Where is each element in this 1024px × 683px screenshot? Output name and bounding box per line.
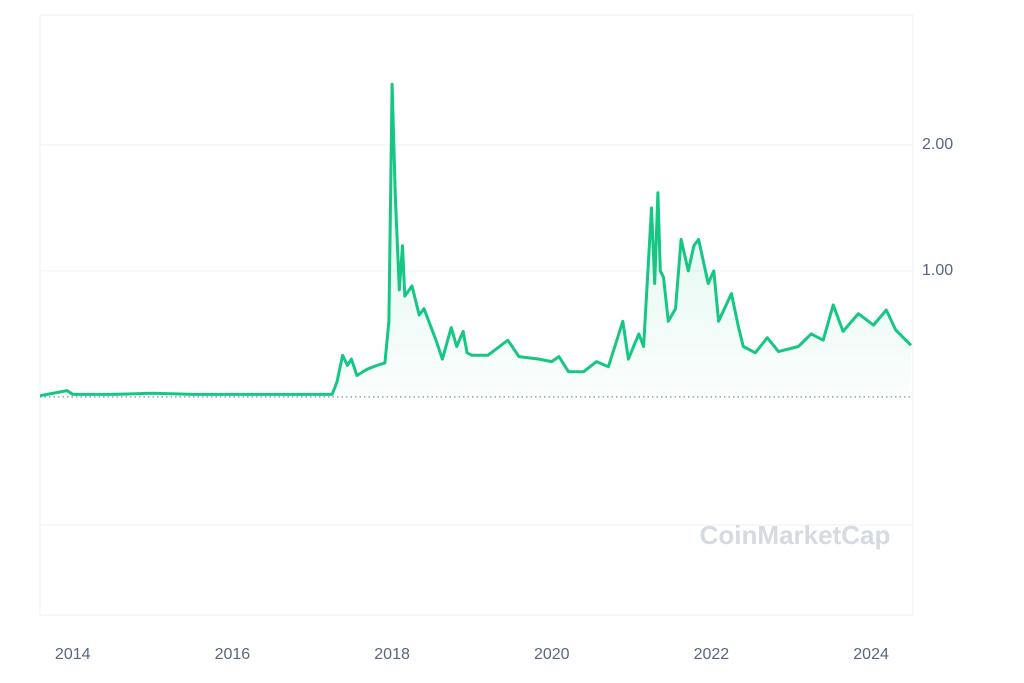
plot: 1.00 2.00 2014 2016 2018 2020 2022 2024: [39, 82, 953, 663]
x-tick-label: 2018: [374, 646, 410, 663]
price-line: [39, 82, 913, 398]
x-tick-label: 2014: [55, 646, 91, 663]
area: [40, 84, 911, 397]
watermark: CoinMarketCap: [700, 520, 891, 550]
y-tick-label: 2.00: [922, 136, 953, 153]
y-tick-label: 1.00: [922, 262, 953, 279]
x-tick-label: 2020: [534, 646, 570, 663]
x-tick-label: 2024: [853, 646, 889, 663]
x-tick-label: 2016: [215, 646, 251, 663]
x-tick-label: 2022: [694, 646, 730, 663]
